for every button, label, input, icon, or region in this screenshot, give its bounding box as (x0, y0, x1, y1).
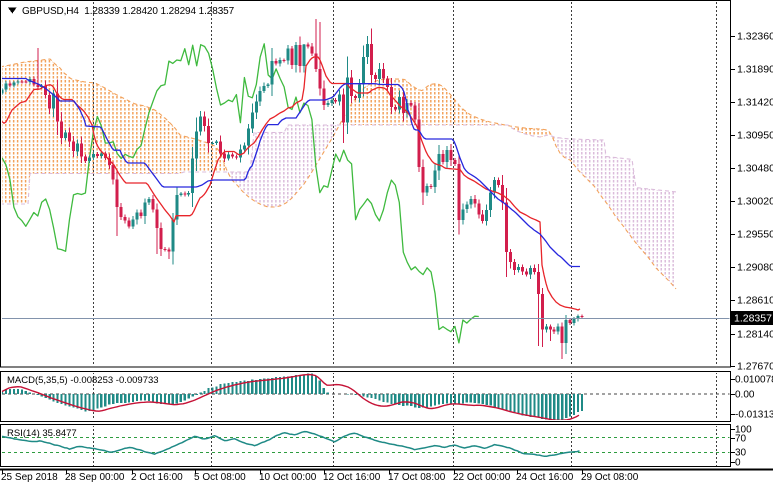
svg-text:24 Oct 16:00: 24 Oct 16:00 (516, 472, 574, 483)
svg-text:5 Oct 08:00: 5 Oct 08:00 (194, 472, 246, 483)
svg-text:1.27670: 1.27670 (737, 361, 773, 373)
svg-text:1.29080: 1.29080 (737, 262, 773, 274)
svg-text:10 Oct 00:00: 10 Oct 00:00 (259, 472, 317, 483)
svg-text:1.31420: 1.31420 (737, 97, 773, 109)
svg-text:2 Oct 16:00: 2 Oct 16:00 (131, 472, 183, 483)
svg-text:GBPUSD,H4 1.28339 1.28420 1.2: GBPUSD,H4 1.28339 1.28420 1.28294 1.2835… (22, 6, 235, 17)
svg-text:1.32360: 1.32360 (737, 31, 773, 43)
svg-text:1.28357: 1.28357 (734, 313, 772, 325)
svg-text:1.28610: 1.28610 (737, 295, 773, 307)
svg-text:100: 100 (735, 425, 752, 436)
svg-text:1.28140: 1.28140 (737, 329, 773, 341)
svg-text:0.00: 0.00 (735, 390, 755, 401)
svg-text:0.010078: 0.010078 (735, 375, 773, 386)
svg-text:30: 30 (735, 448, 747, 459)
svg-text:25 Sep 2018: 25 Sep 2018 (1, 472, 58, 483)
svg-text:1.31890: 1.31890 (737, 64, 773, 76)
svg-text:MACD(5,35,5) -0.008253 -0.0097: MACD(5,35,5) -0.008253 -0.009733 (7, 375, 159, 386)
svg-text:1.30020: 1.30020 (737, 196, 773, 208)
svg-text:28 Sep 00:00: 28 Sep 00:00 (65, 472, 125, 483)
svg-text:12 Oct 16:00: 12 Oct 16:00 (323, 472, 381, 483)
svg-text:RSI(14) 35.8477: RSI(14) 35.8477 (7, 428, 77, 439)
svg-text:1.30950: 1.30950 (737, 130, 773, 142)
svg-text:22 Oct 00:00: 22 Oct 00:00 (453, 472, 511, 483)
svg-text:17 Oct 08:00: 17 Oct 08:00 (388, 472, 446, 483)
svg-text:-0.013137: -0.013137 (735, 410, 773, 421)
svg-text:1.30480: 1.30480 (737, 163, 773, 175)
svg-text:1.29550: 1.29550 (737, 229, 773, 241)
svg-text:29 Oct 08:00: 29 Oct 08:00 (581, 472, 639, 483)
svg-text:0: 0 (735, 458, 741, 469)
svg-text:70: 70 (735, 434, 747, 445)
